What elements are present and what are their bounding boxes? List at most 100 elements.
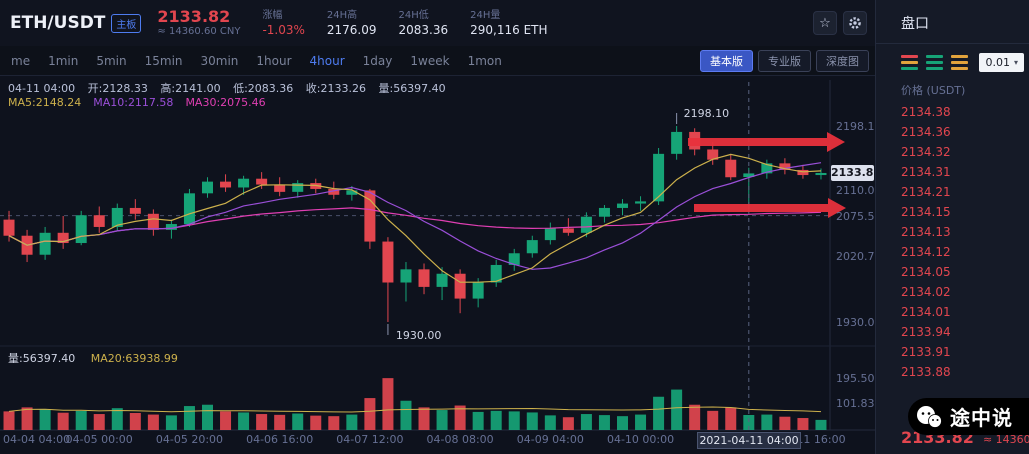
price-axis-label: 2020.72 bbox=[836, 249, 882, 263]
change-value: -1.03% bbox=[262, 22, 305, 37]
volume-axis-label: 195.50K bbox=[836, 372, 882, 385]
time-axis-tick: 04-10 00:00 bbox=[606, 433, 675, 446]
orderbook-panel: 盘口 0.01 ▾ 价格 (USDT) 2134.38 2134.36 2134.3… bbox=[875, 0, 1029, 454]
info-open: 开:2128.33 bbox=[87, 82, 148, 95]
ask-price-row[interactable]: 2134.12 bbox=[901, 245, 951, 259]
volume-label: 24H量 bbox=[470, 9, 501, 21]
time-axis-tick: 04-04 04:00 bbox=[3, 433, 71, 446]
svg-text:2198.10: 2198.10 bbox=[684, 107, 730, 120]
change-block: 涨幅 -1.03% bbox=[262, 9, 304, 38]
ask-price-row[interactable]: 2134.05 bbox=[901, 265, 951, 279]
ask-price-row[interactable]: 2133.88 bbox=[901, 365, 951, 379]
time-axis-tick: 11 16:00 bbox=[796, 433, 846, 446]
timeframe-tab-30min[interactable]: 30min bbox=[200, 53, 239, 68]
orderbook-mode-sell-icon[interactable] bbox=[951, 55, 968, 70]
timeframe-tab-5min[interactable]: 5min bbox=[96, 53, 127, 68]
ask-price-row[interactable]: 2134.21 bbox=[901, 185, 951, 199]
time-axis-tick: 04-08 08:00 bbox=[426, 433, 494, 446]
ask-price-row[interactable]: 2133.91 bbox=[901, 345, 951, 359]
volume-axis-label: 101.83K bbox=[836, 396, 882, 410]
ask-price-row[interactable]: 2134.02 bbox=[901, 285, 951, 299]
timeframe-tab-15min[interactable]: 15min bbox=[144, 53, 183, 68]
symbol-title: ETH/USDT bbox=[10, 13, 106, 33]
favorite-star-button[interactable]: ☆ bbox=[813, 11, 837, 35]
low-block: 24H低 2083.36 bbox=[399, 9, 449, 38]
volume-pane-volume: 量:56397.40 bbox=[8, 352, 76, 365]
ask-price-row[interactable]: 2134.13 bbox=[901, 225, 951, 239]
star-icon: ☆ bbox=[819, 15, 831, 31]
chevron-down-icon: ▾ bbox=[1013, 58, 1018, 67]
timeframe-tab-1week[interactable]: 1week bbox=[410, 53, 450, 68]
chart-area: 2198.10 1930.00 04-11 04:00 开:2128.33 高:2… bbox=[0, 76, 882, 454]
info-high: 高:2141.00 bbox=[160, 82, 221, 95]
volume-pane-info: 量:56397.40 MA20:63938.99 bbox=[8, 350, 178, 366]
timeframe-tab-1mon[interactable]: 1mon bbox=[467, 53, 502, 68]
orderbook-mode-buy-icon[interactable] bbox=[926, 55, 943, 70]
ask-price-row[interactable]: 2134.01 bbox=[901, 305, 951, 319]
ma-label: MA10:2117.58 bbox=[93, 96, 174, 109]
ma-label: MA30:2075.46 bbox=[185, 96, 266, 109]
watermark-text: 途中说 bbox=[950, 406, 1013, 430]
time-axis-tick: 04-05 00:00 bbox=[65, 433, 133, 446]
ask-price-row[interactable]: 2134.15 bbox=[901, 205, 951, 219]
high-value: 2176.09 bbox=[326, 22, 377, 37]
low-value: 2083.36 bbox=[398, 22, 449, 37]
ohlc-info-line: 04-11 04:00 开:2128.33 高:2141.00 低:2083.3… bbox=[8, 80, 455, 96]
volume-pane-ma20: MA20:63938.99 bbox=[90, 352, 178, 365]
change-label: 涨幅 bbox=[262, 9, 283, 21]
high-block: 24H高 2176.09 bbox=[327, 9, 377, 38]
price-axis-label: 1930.00 bbox=[836, 315, 882, 329]
high-label: 24H高 bbox=[326, 9, 358, 21]
time-axis-tick: 04-06 16:00 bbox=[246, 433, 314, 446]
volume-value: 290,116 ETH bbox=[470, 22, 548, 37]
timeframe-tabs: me 1min 5min 15min 30min 1hour 4hour 1day 1week 1… bbox=[2, 54, 511, 68]
time-axis-tick: 04-07 12:00 bbox=[336, 433, 404, 446]
precision-value: 0.01 bbox=[985, 56, 1010, 69]
gear-icon bbox=[849, 17, 861, 29]
ask-price-row[interactable]: 2134.36 bbox=[901, 125, 951, 139]
orderbook-last-price-cny: ≈ 14360. bbox=[982, 433, 1029, 446]
timeframe-tab-me[interactable]: me bbox=[11, 53, 31, 68]
view-mode-buttons: 基本版 专业版 深度图 bbox=[700, 50, 869, 72]
ask-price-row[interactable]: 2133.94 bbox=[901, 325, 951, 339]
board-badge: 主板 bbox=[111, 13, 142, 33]
header-last-price: 2133.82 bbox=[157, 7, 231, 26]
orderbook-controls: 0.01 ▾ bbox=[876, 44, 1029, 72]
candlestick-chart[interactable]: 2198.10 1930.00 bbox=[0, 76, 875, 454]
last-price-block: 2133.82 ≈ 14360.60 CNY bbox=[157, 8, 240, 38]
current-price-tag: 2133.82 bbox=[831, 165, 882, 181]
view-button[interactable]: 专业版 bbox=[758, 50, 811, 72]
svg-text:1930.00: 1930.00 bbox=[396, 329, 442, 342]
wechat-icon bbox=[917, 405, 942, 428]
time-axis-tick: 04-05 20:00 bbox=[155, 433, 224, 446]
header: ETH/USDT 主板 2133.82 ≈ 14360.60 CNY 涨幅 -1… bbox=[0, 0, 875, 46]
time-axis-tick: 04-09 04:00 bbox=[516, 433, 584, 446]
interval-toolbar: me 1min 5min 15min 30min 1hour 4hour 1day 1week 1… bbox=[0, 46, 875, 76]
ma-info-line: MA5:2148.24 MA10:2117.58 MA30:2075.46 bbox=[8, 96, 278, 109]
timeframe-tab-1min[interactable]: 1min bbox=[48, 53, 79, 68]
ask-price-row[interactable]: 2134.38 bbox=[901, 105, 951, 119]
timeframe-tab-1day[interactable]: 1day bbox=[362, 53, 393, 68]
ask-price-row[interactable]: 2134.31 bbox=[901, 165, 951, 179]
timeframe-tab-1hour[interactable]: 1hour bbox=[256, 53, 292, 68]
low-label: 24H低 bbox=[398, 9, 429, 21]
view-button[interactable]: 深度图 bbox=[816, 50, 869, 72]
orderbook-mode-both-icon[interactable] bbox=[901, 55, 918, 70]
info-close: 收:2133.26 bbox=[305, 82, 366, 95]
watermark-badge: 途中说 bbox=[908, 398, 1029, 435]
price-axis-label: 2198.10 bbox=[836, 120, 882, 133]
view-button[interactable]: 基本版 bbox=[700, 50, 753, 72]
ask-price-row[interactable]: 2134.32 bbox=[901, 145, 951, 159]
ma-label: MA5:2148.24 bbox=[8, 96, 82, 109]
volume-block: 24H量 290,116 ETH bbox=[470, 9, 547, 38]
orderbook-price-header: 价格 (USDT) bbox=[901, 84, 966, 97]
header-icon-buttons: ☆ bbox=[813, 11, 867, 35]
price-axis-label: 2110.09 bbox=[836, 184, 882, 198]
precision-dropdown[interactable]: 0.01 ▾ bbox=[979, 53, 1024, 72]
crosshair-time-box: 2021-04-11 04:00 bbox=[697, 432, 801, 449]
timeframe-tab-4hour[interactable]: 4hour bbox=[309, 53, 345, 68]
settings-gear-button[interactable] bbox=[843, 11, 867, 35]
header-cny-price: ≈ 14360.60 CNY bbox=[157, 26, 241, 37]
price-axis-label: 2075.55 bbox=[836, 209, 882, 223]
